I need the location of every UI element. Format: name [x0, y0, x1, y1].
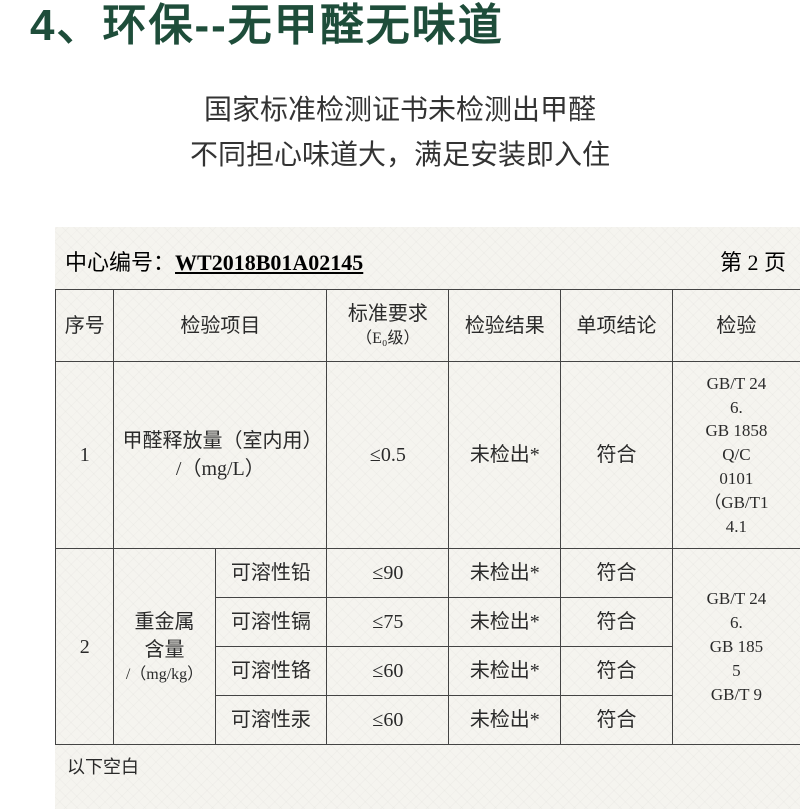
- cell-concl: 符合: [561, 361, 673, 549]
- cell-subitem: 可溶性铅: [215, 549, 327, 598]
- cell-std: ≤0.5: [327, 361, 449, 549]
- table-row: 2 重金属 含量 /（mg/kg） 可溶性铅 ≤90 未检出* 符合 GB/T …: [56, 549, 800, 598]
- col-std-sub: （E₀级）: [335, 328, 440, 350]
- cell-result: 未检出*: [449, 647, 561, 696]
- cell-seq: 2: [56, 549, 114, 745]
- cell-seq: 1: [56, 361, 114, 549]
- page-number: 第 2 页: [720, 245, 790, 277]
- section-subtitle: 国家标准检测证书未检测出甲醛 不同担心味道大，满足安装即入住: [30, 88, 770, 178]
- col-seq: 序号: [56, 290, 114, 361]
- cell-method: GB/T 24 6. GB 1858 Q/C 0101 （GB/T1 4.1: [672, 361, 800, 549]
- cell-method: GB/T 24 6. GB 185 5 GB/T 9: [672, 549, 800, 745]
- center-code: WT2018B01A02145: [175, 250, 363, 275]
- cell-std: ≤90: [327, 549, 449, 598]
- group-line: 重金属: [122, 608, 206, 636]
- table-row: 1 甲醛释放量（室内用） /（mg/L） ≤0.5 未检出* 符合 GB/T 2…: [56, 361, 800, 549]
- cell-std: ≤75: [327, 598, 449, 647]
- item-line: /（mg/L）: [122, 455, 318, 483]
- item-line: 甲醛释放量（室内用）: [122, 427, 318, 455]
- cell-subitem: 可溶性镉: [215, 598, 327, 647]
- cell-group: 重金属 含量 /（mg/kg）: [114, 549, 215, 745]
- cell-subitem: 可溶性铬: [215, 647, 327, 696]
- col-method: 检验: [672, 290, 800, 361]
- cell-result: 未检出*: [449, 549, 561, 598]
- center-label: 中心编号：: [65, 250, 175, 275]
- col-concl: 单项结论: [561, 290, 673, 361]
- cell-item: 甲醛释放量（室内用） /（mg/L）: [114, 361, 327, 549]
- certificate-panel: 中心编号：WT2018B01A02145 第 2 页 序号 检验项目 标准要求 …: [0, 227, 800, 809]
- cell-std: ≤60: [327, 696, 449, 745]
- col-std: 标准要求 （E₀级）: [327, 290, 449, 361]
- cell-result: 未检出*: [449, 361, 561, 549]
- cell-subitem: 可溶性汞: [215, 696, 327, 745]
- subtitle-line-2: 不同担心味道大，满足安装即入住: [30, 133, 770, 178]
- col-item: 检验项目: [114, 290, 327, 361]
- cell-result: 未检出*: [449, 696, 561, 745]
- col-std-label: 标准要求: [335, 300, 440, 328]
- group-line: /（mg/kg）: [122, 664, 206, 686]
- certificate-header: 中心编号：WT2018B01A02145 第 2 页: [55, 245, 800, 289]
- col-result: 检验结果: [449, 290, 561, 361]
- section-title: 4、环保--无甲醛无味道: [30, 0, 770, 53]
- cell-result: 未检出*: [449, 598, 561, 647]
- inspection-table: 序号 检验项目 标准要求 （E₀级） 检验结果 单项结论 检验 1 甲醛释放量（…: [55, 289, 800, 745]
- cell-concl: 符合: [561, 696, 673, 745]
- group-line: 含量: [122, 636, 206, 664]
- subtitle-line-1: 国家标准检测证书未检测出甲醛: [30, 88, 770, 133]
- cell-std: ≤60: [327, 647, 449, 696]
- table-footer-note: 以下空白: [55, 745, 800, 779]
- cell-concl: 符合: [561, 598, 673, 647]
- cell-concl: 符合: [561, 549, 673, 598]
- cell-concl: 符合: [561, 647, 673, 696]
- table-header-row: 序号 检验项目 标准要求 （E₀级） 检验结果 单项结论 检验: [56, 290, 800, 361]
